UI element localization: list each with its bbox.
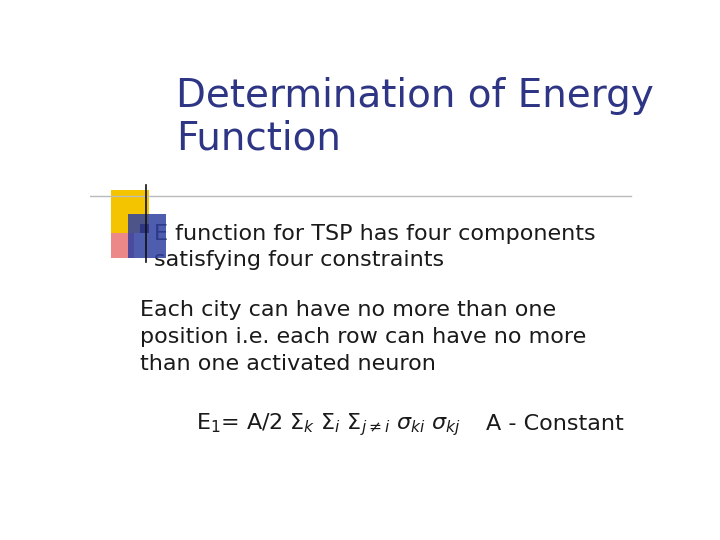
Bar: [140, 224, 149, 233]
Bar: [111, 190, 149, 233]
Text: E function for TSP has four components
satisfying four constraints: E function for TSP has four components s…: [154, 224, 595, 269]
Text: E$_1$= A/2 $\Sigma_k$ $\Sigma_i$ $\Sigma_{j\neq i}$ $\sigma_{ki}$ $\sigma_{kj}$: E$_1$= A/2 $\Sigma_k$ $\Sigma_i$ $\Sigma…: [196, 411, 462, 438]
Text: A - Constant: A - Constant: [486, 415, 624, 435]
Bar: [128, 214, 166, 258]
Bar: [111, 233, 133, 258]
Text: Determination of Energy
Function: Determination of Energy Function: [176, 77, 654, 158]
Text: Each city can have no more than one
position i.e. each row can have no more
than: Each city can have no more than one posi…: [140, 300, 587, 374]
